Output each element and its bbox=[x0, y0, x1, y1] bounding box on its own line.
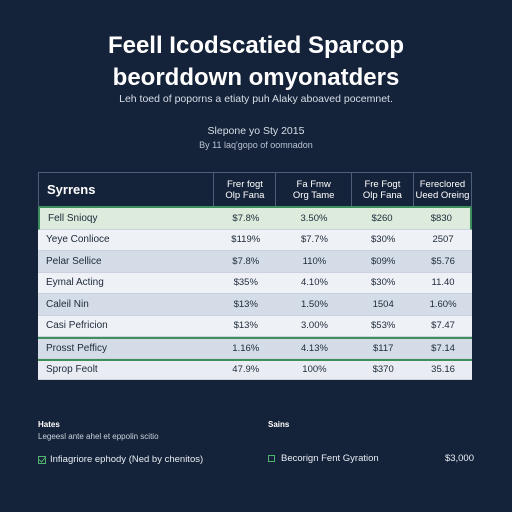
page-title: Feell Icodscatied Sparcop beorddown omyo… bbox=[0, 30, 512, 94]
row-value: 3.50% bbox=[300, 212, 328, 224]
row-value: $13% bbox=[233, 320, 258, 332]
table-header: Syrrens Frer fogt Olp Fana Fa Fmw Org Tame… bbox=[38, 172, 472, 208]
data-table: Syrrens Frer fogt Olp Fana Fa Fmw Org Tame… bbox=[38, 172, 472, 380]
table-row: Caleil Nin $13% 1.50% 1504 1.60% bbox=[38, 294, 472, 316]
row-value: $7.7% bbox=[300, 234, 328, 246]
row-value: $30% bbox=[371, 234, 396, 246]
notes-check-item[interactable]: Infiagriore ephody (Ned by chenitos) bbox=[38, 454, 203, 465]
row-value: $5.76 bbox=[431, 255, 455, 267]
square-bullet-icon bbox=[268, 455, 275, 462]
checkbox-checked-icon[interactable] bbox=[38, 455, 46, 464]
total-value: 47.9% bbox=[232, 364, 260, 376]
total-label: Sprop Feolt bbox=[46, 364, 98, 376]
title-line-1: Feell Icodscatied Sparcop bbox=[107, 32, 405, 59]
header-systems: Syrrens bbox=[47, 182, 96, 197]
header-label-line: Fereclored bbox=[419, 178, 466, 190]
header-label-line: Fa Fmw bbox=[296, 178, 331, 190]
header-col-4-label: Fereclored Ueed Oreing bbox=[416, 179, 470, 201]
sains-item-amount: $3,000 bbox=[444, 453, 474, 464]
header-label-line: Fre Fogt bbox=[364, 178, 401, 190]
total-value: $370 bbox=[372, 364, 394, 376]
table-row: Pelar Sellice $7.8% 110% $09% $5.76 bbox=[38, 251, 472, 273]
subtitle: Leh toed of poporns a etiaty puh Alaky a… bbox=[119, 93, 393, 105]
header-col-1-label: Frer fogt Olp Fana bbox=[225, 179, 264, 201]
table-row: Fell Snioqy $7.8% 3.50% $260 $830 bbox=[38, 208, 472, 230]
table-row: Eymal Acting $35% 4.10% $30% 11.40 bbox=[38, 272, 472, 294]
row-label: Pelar Sellice bbox=[46, 255, 102, 267]
table-total-row: Sprop Feolt 47.9% 100% $370 35.16 bbox=[38, 358, 472, 380]
row-value: $7.14 bbox=[431, 342, 455, 354]
header-label-line: Olp Fana bbox=[225, 189, 265, 201]
table-row: Yeye Conlioce $119% $7.7% $30% 2507 bbox=[38, 229, 472, 251]
header-label-line: Org Tame bbox=[292, 189, 335, 201]
row-value: 1.60% bbox=[429, 298, 457, 310]
table-row: Prosst Pefficy 1.16% 4.13% $117 $7.14 bbox=[38, 337, 472, 359]
row-value: 1.50% bbox=[300, 298, 328, 310]
row-value: 1504 bbox=[372, 298, 394, 310]
header-col-3: Fre Fogt Olp Fana bbox=[350, 173, 413, 206]
notes-text: Legeesl ante ahel et eppolin scitio bbox=[38, 432, 159, 441]
row-label: Eymal Acting bbox=[46, 277, 104, 289]
row-value: $7.8% bbox=[232, 255, 260, 267]
table-caption: Slepone yo Sty 2015 By 11 laq'gopo of oo… bbox=[0, 124, 512, 152]
row-value: $09% bbox=[371, 255, 396, 267]
row-label: Fell Snioqy bbox=[48, 212, 98, 224]
notes-check-label: Infiagriore ephody (Ned by chenitos) bbox=[50, 454, 204, 465]
header-label-line: Frer fogt bbox=[226, 178, 263, 190]
total-value: 35.16 bbox=[431, 364, 455, 376]
row-value: 3.00% bbox=[300, 320, 328, 332]
header-col-2: Fa Fmw Org Tame bbox=[275, 173, 351, 206]
row-label: Casi Pefricion bbox=[46, 320, 108, 332]
table-row: Casi Pefricion $13% 3.00% $53% $7.47 bbox=[38, 315, 472, 337]
row-value: $830 bbox=[430, 212, 452, 224]
sains-section: Sains Becorign Fent Gyration $3,000 bbox=[268, 420, 474, 464]
header-col-1: Frer fogt Olp Fana bbox=[213, 173, 275, 206]
notes-section: Hates Legeesl ante ahel et eppolin sciti… bbox=[38, 420, 203, 465]
header-label-line: Ueed Oreing bbox=[415, 189, 470, 201]
header-col-4: Fereclored Ueed Oreing bbox=[412, 173, 471, 206]
sains-item: Becorign Fent Gyration $3,000 bbox=[268, 453, 474, 464]
row-value: $119% bbox=[231, 234, 261, 246]
row-value: 11.40 bbox=[431, 277, 455, 289]
row-value: $260 bbox=[371, 212, 393, 224]
row-value: 4.13% bbox=[300, 342, 328, 354]
row-value: $13% bbox=[233, 298, 258, 310]
row-value: $7.47 bbox=[431, 320, 455, 332]
row-value: $35% bbox=[233, 277, 258, 289]
row-value: 2507 bbox=[432, 234, 454, 246]
header-col-3-label: Fre Fogt Olp Fana bbox=[363, 179, 402, 201]
row-value: $7.8% bbox=[232, 212, 260, 224]
row-value: 1.16% bbox=[232, 342, 260, 354]
row-label: Prosst Pefficy bbox=[46, 342, 107, 354]
row-value: $117 bbox=[372, 342, 394, 354]
total-value: 100% bbox=[302, 364, 327, 376]
header-label-line: Olp Fana bbox=[362, 189, 402, 201]
sains-heading: Sains bbox=[268, 420, 290, 429]
notes-heading: Hates bbox=[38, 420, 60, 429]
caption-line-2: By 11 laq'gopo of oomnadon bbox=[199, 140, 313, 150]
caption-line-1: Slepone yo Sty 2015 bbox=[207, 125, 305, 137]
row-value: $30% bbox=[371, 277, 396, 289]
row-value: 110% bbox=[302, 255, 327, 267]
row-value: $53% bbox=[371, 320, 396, 332]
header-col-2-label: Fa Fmw Org Tame bbox=[293, 179, 335, 201]
row-value: 4.10% bbox=[300, 277, 328, 289]
row-label: Caleil Nin bbox=[46, 298, 89, 310]
title-line-2: beorddown omyonatders bbox=[112, 64, 400, 91]
row-label: Yeye Conlioce bbox=[46, 234, 110, 246]
sains-item-label: Becorign Fent Gyration bbox=[281, 453, 379, 464]
